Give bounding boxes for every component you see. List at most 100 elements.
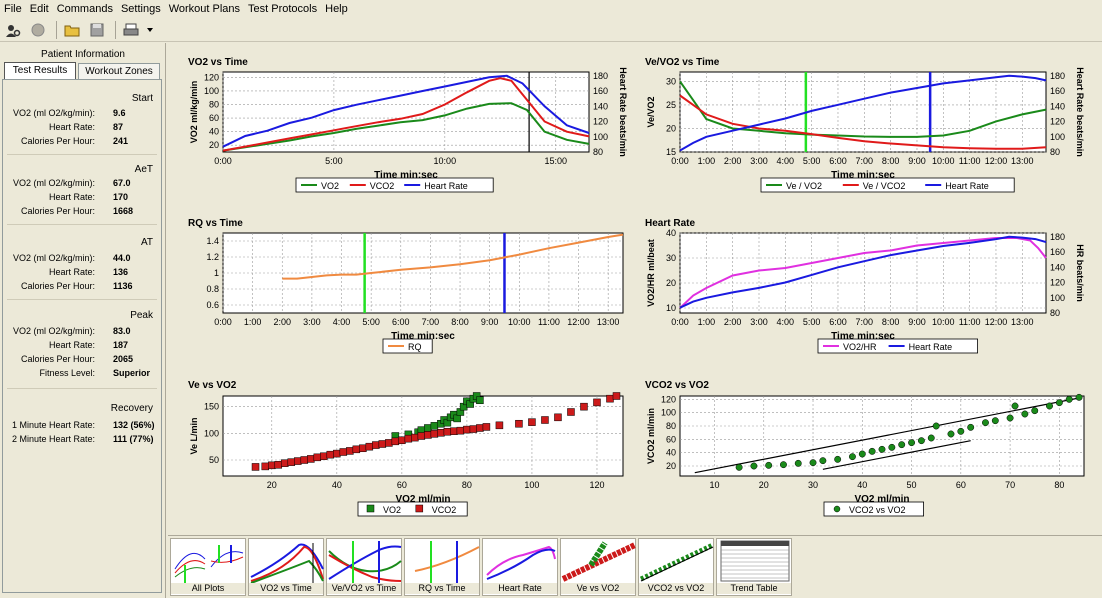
thumb-rq-vs-time-graphic	[414, 541, 480, 585]
data-point	[917, 437, 925, 445]
stat-label: Calories Per Hour:	[20, 354, 95, 364]
data-point	[580, 402, 588, 411]
x-tick-label: 0:00	[671, 317, 689, 327]
thumb-ve-vs-vo2-graphic	[561, 541, 637, 582]
data-point	[878, 445, 886, 453]
y-tick-label: 50	[209, 455, 219, 465]
stat-label: VO2 (ml O2/kg/min):	[12, 326, 95, 336]
data-point	[251, 463, 260, 471]
stat-label: Calories Per Hour:	[20, 136, 95, 146]
x-tick-label: 15:00	[544, 156, 567, 166]
legend-label: Heart Rate	[424, 181, 468, 191]
y-tick-label: 0.8	[206, 284, 219, 294]
record-icon[interactable]	[27, 20, 49, 40]
x-tick-label: 10:00	[932, 156, 955, 166]
tab-test-results[interactable]: Test Results	[4, 62, 76, 80]
data-point	[313, 453, 322, 462]
data-point	[541, 416, 549, 424]
x-tick-label: 8:00	[451, 317, 469, 327]
data-point	[287, 458, 296, 466]
thumb-ve-vo2-vs-time-graphic	[328, 541, 402, 585]
thumb-label: VCO2 vs VO2	[639, 583, 713, 594]
stat-label: Fitness Level:	[39, 368, 95, 378]
data-point	[365, 442, 374, 451]
stat-label: VO2 (ml O2/kg/min):	[12, 178, 95, 188]
data-point	[453, 414, 461, 423]
thumb-ve-vo2-vs-time[interactable]: Ve/VO2 vs Time	[326, 538, 402, 596]
patient-information-panel: Patient Information Test Results Workout…	[0, 43, 166, 598]
tab-workout-zones[interactable]: Workout Zones	[78, 63, 160, 80]
series-line	[679, 235, 1047, 309]
x-tick-label: 1:00	[244, 317, 262, 327]
stat-value: 136	[113, 267, 129, 277]
y2-axis-label: Heart Rate beats/min	[618, 67, 628, 157]
data-point	[307, 455, 315, 463]
data-point	[424, 431, 432, 439]
fit-line	[694, 397, 1080, 474]
data-point	[606, 394, 614, 403]
section-title-recovery: Recovery	[110, 403, 153, 414]
thumb-ve-vs-vo2[interactable]: Ve vs VO2	[560, 538, 637, 596]
patient-icon[interactable]	[2, 20, 24, 40]
x-tick-label: 6:00	[829, 317, 847, 327]
section-title-aet: AeT	[134, 164, 153, 175]
menu-edit[interactable]: Edit	[29, 3, 49, 15]
stat-value: 1668	[113, 206, 134, 216]
stat-row: VO2 (ml O2/kg/min): 83.0	[3, 326, 161, 338]
stat-row: Calories Per Hour: 241	[3, 136, 161, 148]
thumb-rq-vs-time[interactable]: RQ vs Time	[404, 538, 480, 596]
x-tick-label: 7:00	[856, 317, 874, 327]
thumb-vco2-vs-vo2[interactable]: VCO2 vs VO2	[638, 538, 715, 596]
legend-label: VO2	[383, 505, 401, 515]
stat-label: Calories Per Hour:	[20, 281, 95, 291]
legend-label: Ve / VCO2	[863, 181, 906, 191]
menu-help[interactable]: Help	[325, 3, 348, 15]
menu-commands[interactable]: Commands	[56, 3, 113, 15]
x-tick-label: 11:00	[538, 317, 560, 327]
data-point	[947, 430, 955, 438]
x-tick-label: 6:00	[829, 156, 847, 166]
print-icon[interactable]	[120, 20, 142, 40]
stat-value: 1136	[113, 281, 133, 291]
thumb-all-plots-graphic	[174, 545, 244, 583]
thumb-heart-rate[interactable]: Heart Rate	[482, 538, 558, 596]
x-tick-label: 1:00	[698, 156, 716, 166]
y-tick-label: 10	[666, 303, 676, 313]
x-axis-label: Time min:sec	[831, 170, 895, 181]
y2-tick-label: 160	[1050, 247, 1065, 257]
stat-label: 2 Minute Heart Rate:	[11, 434, 95, 444]
thumb-all-plots[interactable]: All Plots	[170, 538, 246, 596]
y-tick-label: 20	[666, 461, 676, 471]
stat-value: 241	[113, 136, 129, 146]
save-icon[interactable]	[86, 20, 108, 40]
y-axis-label: Ve L/min	[189, 417, 199, 454]
data-point	[612, 392, 621, 400]
x-tick-label: 20	[759, 480, 769, 490]
thumb-label: VO2 vs Time	[249, 583, 323, 594]
menu-settings[interactable]: Settings	[120, 3, 161, 15]
x-tick-label: 5:00	[803, 156, 821, 166]
legend-label: Ve / VO2	[786, 181, 822, 191]
x-tick-label: 60	[397, 480, 407, 490]
menu-workout-plans[interactable]: Workout Plans	[168, 3, 241, 15]
data-point	[424, 424, 432, 432]
menu-test-protocols[interactable]: Test Protocols	[248, 3, 318, 15]
data-point	[482, 423, 491, 431]
menu-file[interactable]: File	[4, 3, 22, 15]
series-line	[679, 74, 1047, 152]
open-folder-icon[interactable]	[61, 20, 83, 40]
y-tick-label: 80	[666, 421, 676, 431]
section-divider	[7, 224, 157, 225]
stat-row: Heart Rate: 136	[3, 267, 161, 279]
x-tick-label: 2:00	[273, 317, 291, 327]
thumb-vo2-vs-time[interactable]: VO2 vs Time	[248, 538, 324, 596]
y2-tick-label: 100	[1050, 293, 1065, 303]
data-point	[372, 441, 380, 449]
thumb-trend-table[interactable]: Trend Table	[716, 538, 792, 596]
stat-value: 2065	[113, 354, 134, 364]
stat-value: 67.0	[113, 178, 131, 188]
x-tick-label: 0:00	[214, 317, 232, 327]
dropdown-arrow-icon[interactable]	[145, 20, 155, 40]
y-tick-label: 15	[666, 147, 676, 157]
